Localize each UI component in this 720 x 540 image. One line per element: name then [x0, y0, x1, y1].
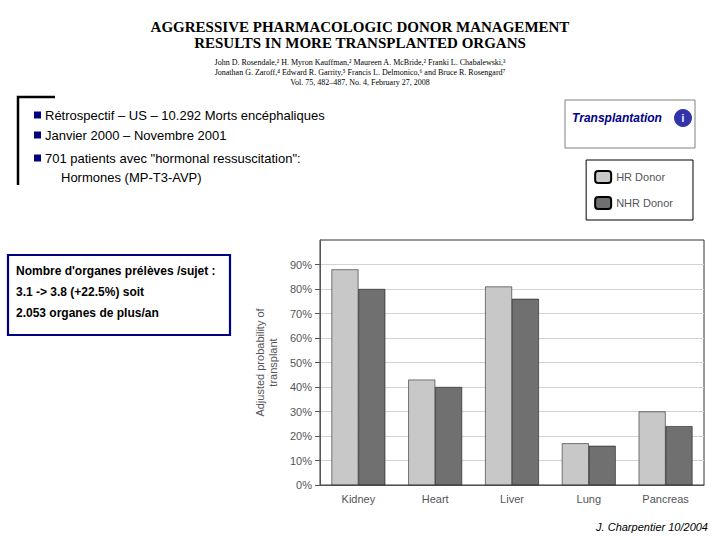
svg-text:40%: 40% [290, 381, 312, 393]
svg-text:Liver: Liver [500, 493, 524, 505]
svg-text:John D. Rosendale,² H. Myron K: John D. Rosendale,² H. Myron Kauffman,² … [215, 58, 507, 67]
svg-text:30%: 30% [290, 406, 312, 418]
svg-text:80%: 80% [290, 283, 312, 295]
svg-text:Hormones (MP-T3-AVP): Hormones (MP-T3-AVP) [61, 170, 202, 185]
svg-text:Lung: Lung [577, 493, 601, 505]
svg-text:Nombre d'organes prélèves /suj: Nombre d'organes prélèves /sujet : [16, 264, 216, 278]
svg-text:90%: 90% [290, 259, 312, 271]
svg-text:Pancreas: Pancreas [642, 493, 689, 505]
svg-text:10%: 10% [290, 455, 312, 467]
svg-text:60%: 60% [290, 332, 312, 344]
svg-text:Jonathan G. Zaroff,⁴ Edward R.: Jonathan G. Zaroff,⁴ Edward R. Garrity,⁵… [215, 68, 506, 77]
svg-text:transplant: transplant [267, 338, 279, 386]
svg-text:AGGRESSIVE PHARMACOLOGIC DONOR: AGGRESSIVE PHARMACOLOGIC DONOR MANAGEMEN… [151, 19, 570, 35]
svg-text:70%: 70% [290, 308, 312, 320]
svg-text:701 patients avec "hormonal re: 701 patients avec "hormonal ressuscitati… [45, 151, 301, 166]
svg-text:HR Donor: HR Donor [616, 171, 665, 183]
svg-text:Heart: Heart [422, 493, 449, 505]
svg-text:0%: 0% [296, 479, 312, 491]
svg-text:RESULTS IN MORE TRANSPLANTED O: RESULTS IN MORE TRANSPLANTED ORGANS [194, 35, 526, 51]
svg-text:Vol. 75, 482–487, No. 4, Febru: Vol. 75, 482–487, No. 4, February 27, 20… [290, 78, 430, 87]
svg-text:3.1 -> 3.8 (+22.5%) soit: 3.1 -> 3.8 (+22.5%) soit [16, 285, 144, 299]
svg-text:Rétrospectif – US – 10.292 Mor: Rétrospectif – US – 10.292 Morts encépha… [45, 108, 325, 123]
svg-text:Janvier 2000 – Novembre 2001: Janvier 2000 – Novembre 2001 [45, 128, 226, 143]
svg-text:Kidney: Kidney [342, 493, 376, 505]
svg-text:Adjusted probability of: Adjusted probability of [254, 307, 266, 416]
svg-text:i: i [682, 113, 685, 124]
svg-text:2.053 organes de plus/an: 2.053 organes de plus/an [16, 306, 159, 320]
svg-text:20%: 20% [290, 430, 312, 442]
svg-text:50%: 50% [290, 357, 312, 369]
svg-text:NHR Donor: NHR Donor [616, 197, 673, 209]
svg-text:Transplantation: Transplantation [572, 111, 662, 125]
svg-text:J. Charpentier 10/2004: J. Charpentier 10/2004 [595, 521, 708, 533]
